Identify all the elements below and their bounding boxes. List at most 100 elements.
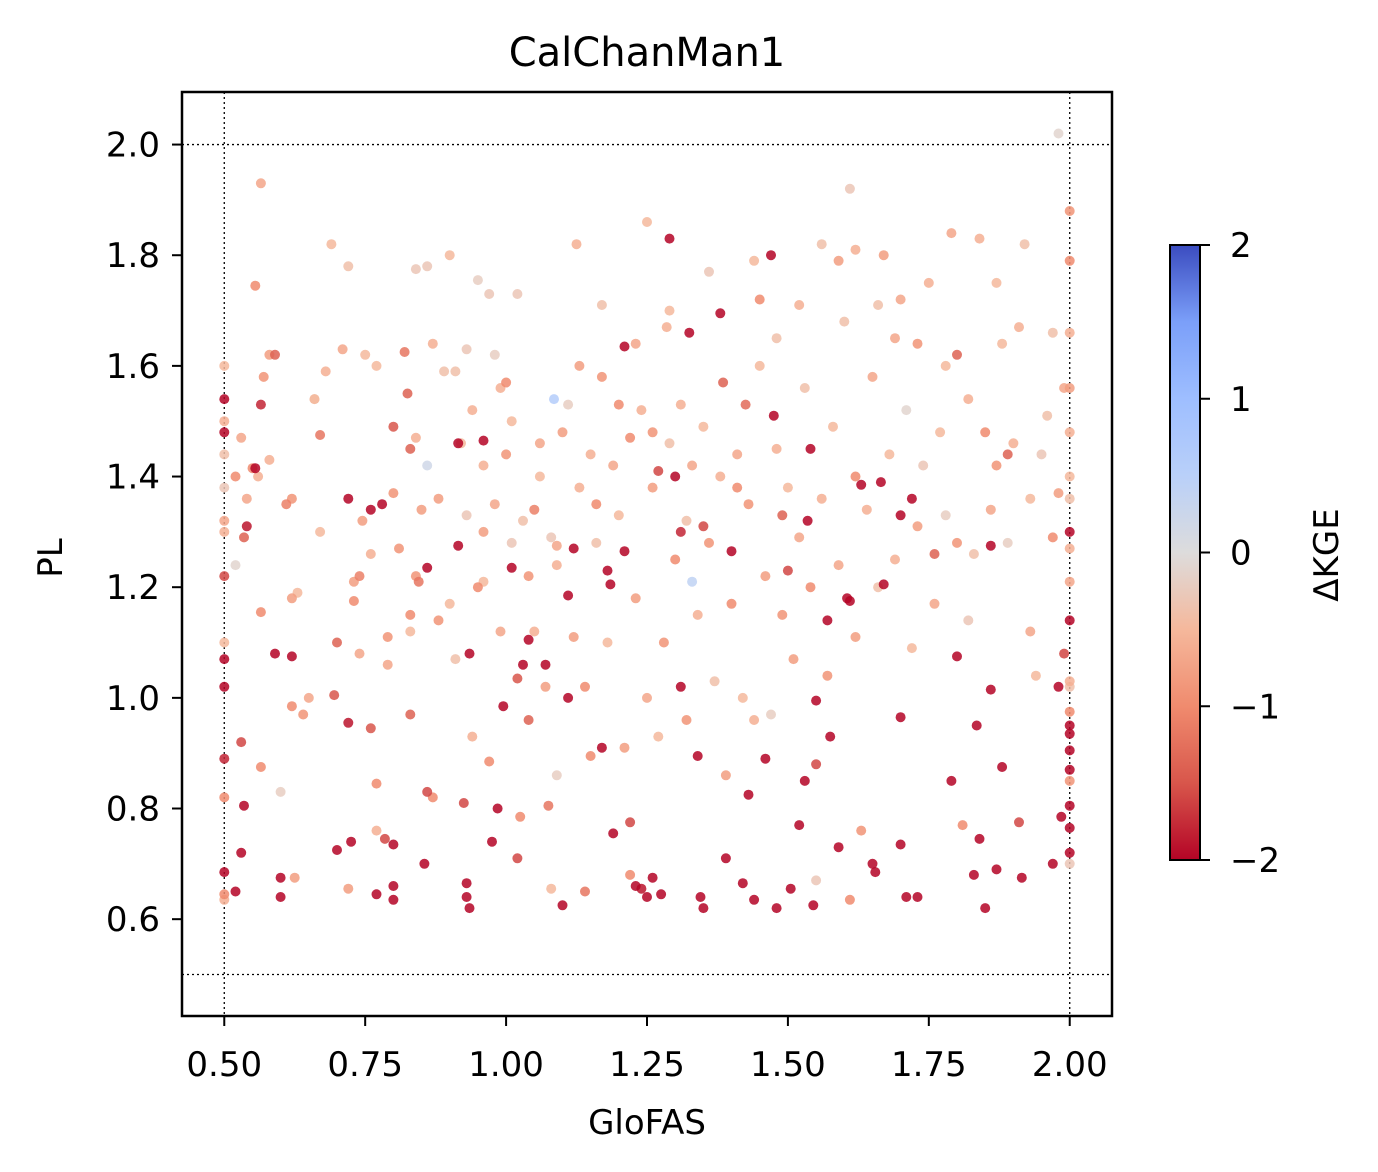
data-point-190	[901, 892, 912, 902]
data-point-132	[625, 817, 636, 828]
data-point-249	[416, 504, 427, 515]
data-point-67	[388, 839, 399, 850]
y-axis-title: PL	[31, 538, 71, 578]
data-point-333	[918, 460, 929, 471]
data-point-146	[684, 327, 695, 338]
data-point-27	[250, 280, 261, 291]
data-point-173	[811, 759, 822, 770]
data-point-269	[557, 427, 568, 438]
data-point-5	[219, 753, 230, 764]
y-tick-label-1: 0.8	[106, 790, 160, 830]
data-point-251	[433, 493, 444, 504]
data-point-221	[1064, 847, 1075, 858]
data-point-10	[219, 360, 230, 371]
data-point-117	[551, 540, 562, 551]
data-point-315	[816, 493, 827, 504]
data-point-369	[405, 626, 416, 637]
x-tick-label-6: 2.00	[1032, 1045, 1108, 1085]
data-point-94	[472, 275, 483, 286]
data-point-49	[337, 344, 348, 355]
data-point-332	[912, 521, 923, 532]
data-point-233	[1064, 706, 1075, 717]
data-point-349	[1008, 438, 1019, 449]
data-point-331	[906, 643, 917, 654]
data-point-206	[1014, 817, 1024, 828]
data-point-16	[219, 515, 230, 526]
data-point-328	[890, 554, 900, 565]
data-point-297	[715, 471, 726, 482]
data-point-40	[289, 872, 300, 883]
data-point-19	[236, 737, 247, 748]
data-point-307	[771, 443, 782, 454]
data-point-299	[726, 598, 737, 609]
data-point-197	[968, 869, 979, 880]
data-point-61	[371, 778, 382, 789]
data-point-298	[720, 770, 731, 781]
data-point-306	[766, 709, 776, 720]
data-point-152	[715, 308, 726, 319]
data-point-147	[687, 576, 698, 587]
data-point-56	[354, 571, 365, 582]
data-point-187	[895, 712, 906, 723]
data-point-377	[551, 560, 562, 571]
data-point-141	[661, 322, 672, 333]
data-point-35	[275, 872, 286, 883]
data-point-392	[850, 244, 861, 255]
data-point-360	[230, 560, 241, 571]
data-point-252	[444, 598, 455, 609]
x-tick-label-4: 1.50	[750, 1045, 826, 1085]
data-point-288	[664, 438, 675, 449]
data-point-216	[1064, 728, 1075, 739]
data-point-278	[608, 460, 619, 471]
data-point-29	[255, 399, 266, 410]
data-point-282	[630, 593, 641, 604]
data-point-372	[461, 510, 472, 521]
data-point-0	[219, 394, 230, 405]
data-point-316	[822, 670, 833, 681]
data-point-176	[825, 731, 836, 742]
data-point-292	[687, 460, 698, 471]
data-point-243	[365, 549, 376, 559]
data-point-312	[799, 383, 810, 393]
data-point-257	[478, 460, 489, 471]
data-point-381	[630, 338, 641, 349]
data-point-266	[540, 681, 551, 692]
data-point-326	[878, 250, 889, 261]
data-point-13	[219, 482, 230, 493]
data-point-110	[523, 634, 534, 645]
data-point-90	[461, 892, 472, 902]
data-point-350	[1014, 322, 1024, 333]
data-point-156	[737, 878, 748, 889]
data-point-15	[219, 637, 230, 648]
data-point-383	[664, 305, 675, 316]
data-point-359	[1047, 327, 1058, 338]
data-point-64	[379, 833, 390, 844]
data-point-241	[320, 366, 331, 377]
data-point-265	[534, 438, 545, 449]
data-point-154	[720, 853, 731, 864]
data-point-14	[219, 526, 230, 537]
data-point-92	[464, 648, 475, 659]
data-point-98	[484, 756, 495, 767]
data-point-80	[422, 786, 433, 797]
data-point-58	[365, 504, 376, 515]
data-point-215	[1064, 720, 1075, 731]
x-tick-label-3: 1.25	[609, 1045, 685, 1085]
data-point-320	[844, 183, 855, 194]
data-point-153	[718, 377, 729, 388]
data-point-212	[1059, 648, 1070, 659]
data-point-2	[219, 571, 230, 582]
data-point-247	[405, 609, 416, 620]
data-point-271	[568, 632, 579, 642]
data-point-239	[303, 692, 314, 703]
data-point-321	[850, 632, 861, 642]
data-point-165	[777, 510, 788, 521]
data-point-24	[239, 532, 249, 543]
data-point-6	[219, 792, 230, 803]
data-point-234	[1064, 775, 1075, 786]
data-point-376	[534, 471, 545, 482]
data-point-69	[388, 894, 399, 905]
data-point-88	[461, 344, 472, 355]
data-point-244	[371, 825, 382, 836]
data-point-62	[371, 889, 382, 900]
